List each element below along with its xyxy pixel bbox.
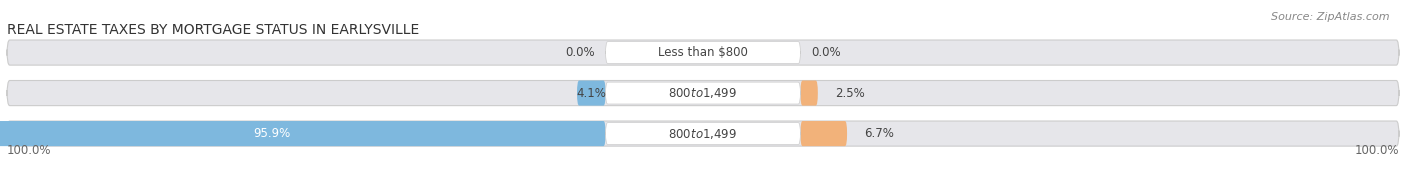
Text: Source: ZipAtlas.com: Source: ZipAtlas.com (1271, 12, 1389, 22)
FancyBboxPatch shape (800, 121, 846, 146)
Text: 100.0%: 100.0% (1354, 144, 1399, 157)
FancyBboxPatch shape (606, 123, 800, 144)
Text: 2.5%: 2.5% (835, 87, 865, 100)
FancyBboxPatch shape (606, 82, 800, 104)
Text: REAL ESTATE TAXES BY MORTGAGE STATUS IN EARLYSVILLE: REAL ESTATE TAXES BY MORTGAGE STATUS IN … (7, 23, 419, 37)
Text: $800 to $1,499: $800 to $1,499 (668, 86, 738, 100)
FancyBboxPatch shape (7, 121, 1399, 146)
FancyBboxPatch shape (800, 81, 818, 106)
Text: 4.1%: 4.1% (576, 87, 606, 100)
Text: 0.0%: 0.0% (565, 46, 595, 59)
Text: Less than $800: Less than $800 (658, 46, 748, 59)
Text: 100.0%: 100.0% (7, 144, 52, 157)
Text: 6.7%: 6.7% (865, 127, 894, 140)
FancyBboxPatch shape (576, 81, 606, 106)
FancyBboxPatch shape (7, 81, 1399, 106)
Text: $800 to $1,499: $800 to $1,499 (668, 127, 738, 141)
Text: 0.0%: 0.0% (811, 46, 841, 59)
FancyBboxPatch shape (606, 42, 800, 64)
Text: 95.9%: 95.9% (253, 127, 291, 140)
FancyBboxPatch shape (0, 121, 606, 146)
FancyBboxPatch shape (7, 40, 1399, 65)
